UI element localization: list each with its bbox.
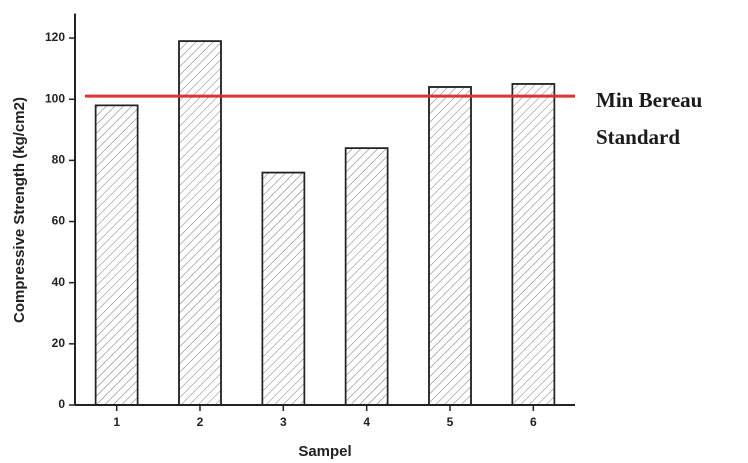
chart: Sampel Compressive Strength (kg/cm2) 1 2 3… <box>0 0 748 463</box>
bar <box>262 173 304 405</box>
x-tick-label: 3 <box>280 415 287 429</box>
y-tick-label: 120 <box>45 30 65 44</box>
x-tick-label: 4 <box>363 415 370 429</box>
y-tick-label: 40 <box>52 275 66 289</box>
y-tick-label: 20 <box>52 336 66 350</box>
bar <box>346 148 388 405</box>
y-axis-label: Compressive Strength (kg/cm2) <box>11 97 28 323</box>
reference-label: Min Bereau <box>596 88 703 112</box>
reference-label: Standard <box>596 125 680 149</box>
bar <box>429 87 471 405</box>
y-tick-label: 100 <box>45 91 65 105</box>
page: Sampel Compressive Strength (kg/cm2) 1 2 3… <box>0 0 748 463</box>
y-tick-label: 80 <box>52 153 66 167</box>
x-tick-label: 6 <box>530 415 537 429</box>
x-tick-label: 1 <box>113 415 120 429</box>
x-tick-label: 2 <box>197 415 204 429</box>
bar <box>512 84 554 405</box>
y-tick-label: 0 <box>58 397 65 411</box>
x-tick-label: 5 <box>447 415 454 429</box>
x-axis-label: Sampel <box>298 443 351 460</box>
y-tick-label: 60 <box>52 214 66 228</box>
bar <box>96 105 138 405</box>
